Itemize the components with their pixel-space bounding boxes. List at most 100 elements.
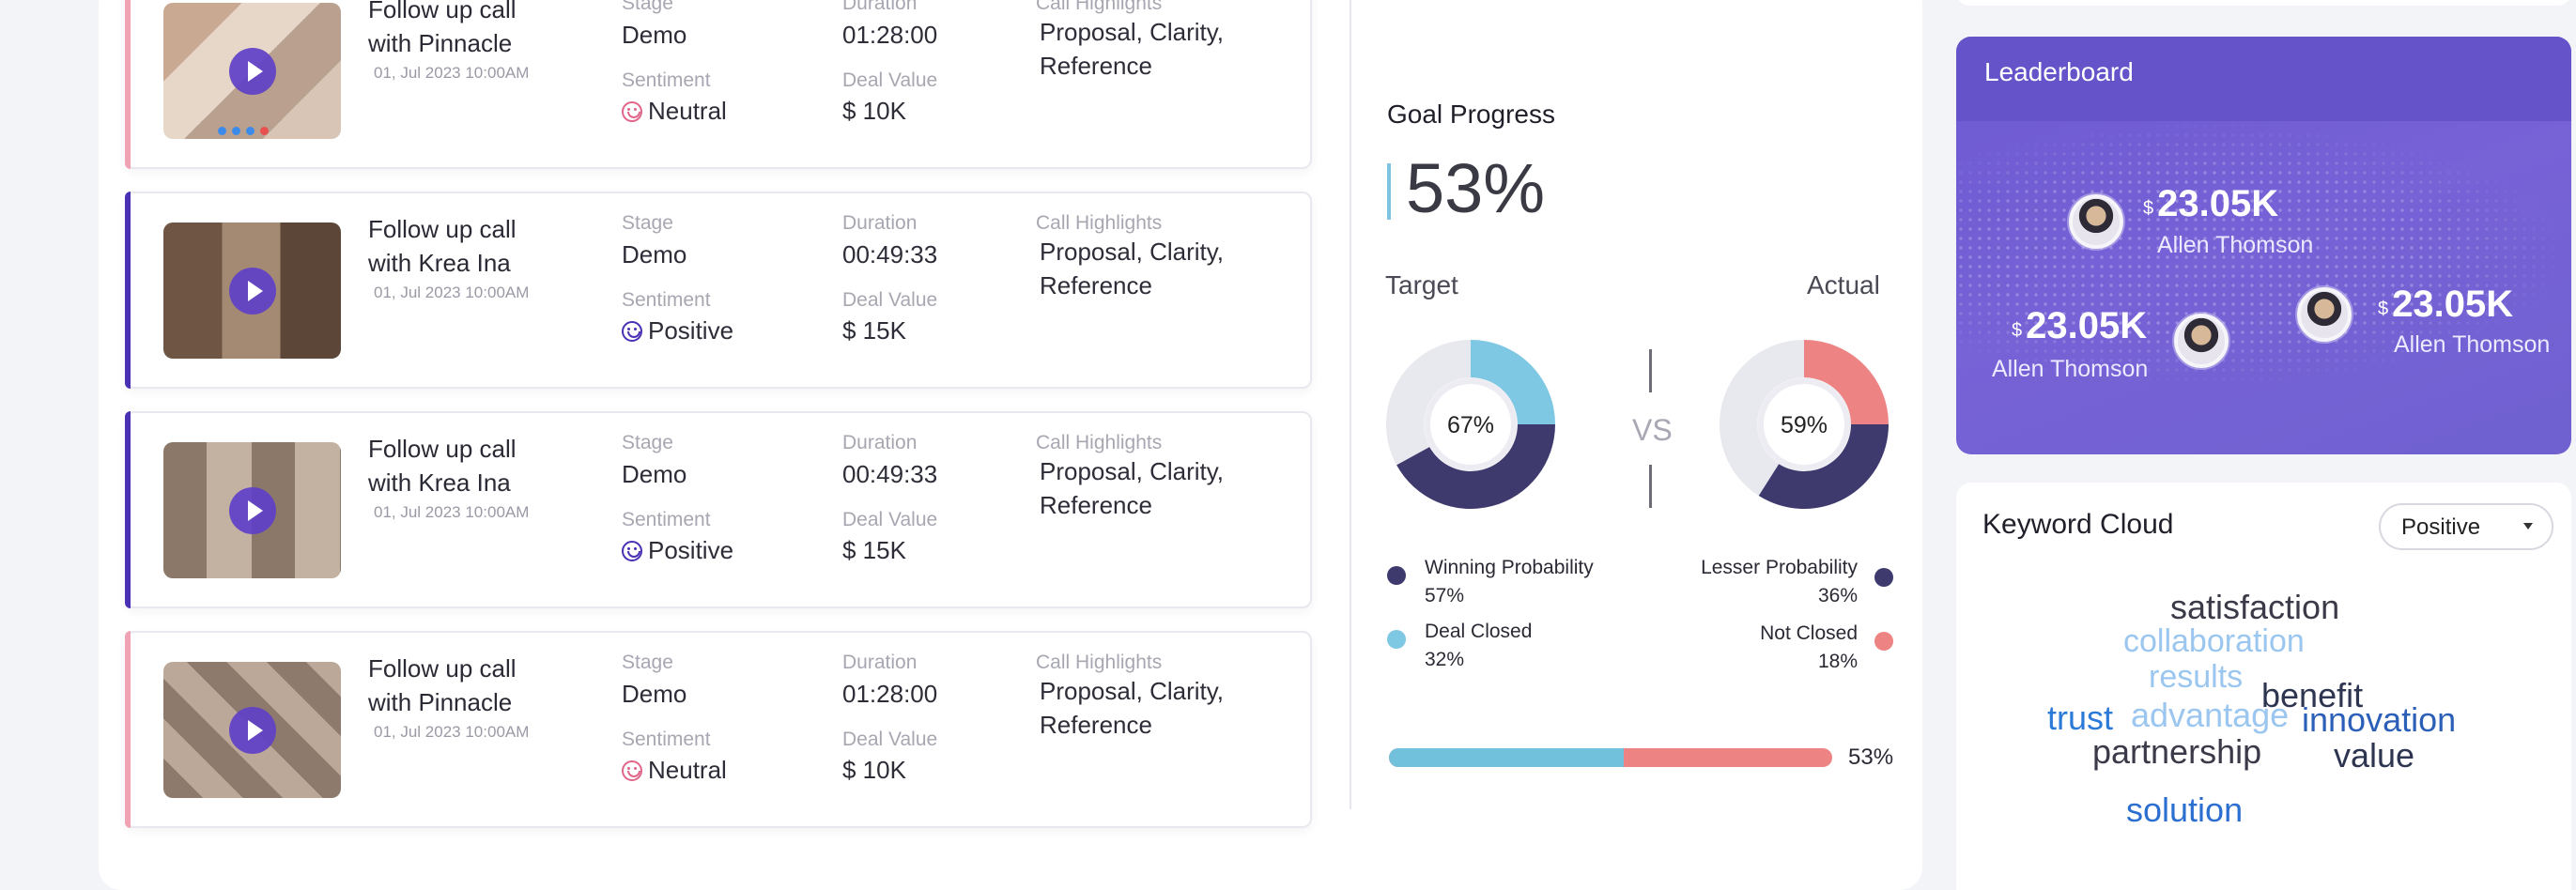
leader-name-3: Allen Thomson [2394,331,2551,358]
play-icon[interactable] [229,487,276,534]
call-date: 01, Jul 2023 10:00AM [374,503,530,521]
carousel-dots [218,127,269,135]
stage-value: Demo [622,240,687,269]
call-video-thumbnail[interactable] [163,442,341,578]
sentiment-value: Positive [622,316,733,345]
duration-value: 00:49:33 [842,460,938,488]
keyword-benefit[interactable]: benefit [2261,676,2364,714]
duration-label: Duration [842,0,918,14]
stage-value: Demo [622,21,687,49]
smiley-icon [622,760,642,781]
call-video-thumbnail[interactable] [163,662,341,798]
stage-label: Stage [622,0,673,14]
deal-value-label: Deal Value [842,509,938,530]
target-donut-winning-segment [1396,424,1555,509]
deal-value: $ 10K [842,756,906,784]
deal-value: $ 15K [842,316,906,345]
stage-value: Demo [622,460,687,488]
vs-divider-top [1649,349,1652,392]
keyword-collaboration[interactable]: collaboration [2123,623,2305,659]
call-card[interactable]: Follow up call with Krea Ina 01, Jul 2023… [125,192,1312,389]
goal-progress-bar-label: 53% [1848,744,1894,770]
duration-label: Duration [842,432,918,453]
stage-label: Stage [622,212,673,234]
deal-value: $ 15K [842,536,906,564]
call-highlights-value: Proposal, Clarity, Reference [1040,238,1225,299]
smiley-icon [622,541,642,561]
call-card-accent [125,192,131,389]
leader-avatar-2[interactable] [2174,314,2229,368]
sentiment-value: Positive [622,536,733,565]
deal-value: $ 10K [842,97,906,125]
leader-avatar-3[interactable] [2297,287,2352,342]
leader-name-1: Allen Thomson [2157,232,2314,258]
call-video-thumbnail[interactable] [163,222,341,359]
call-card-accent [125,631,131,828]
keyword-partnership[interactable]: partnership [2092,732,2262,771]
call-video-thumbnail[interactable] [163,3,341,139]
keyword-solution[interactable]: solution [2126,790,2244,829]
goal-progress-bar [1389,748,1832,767]
lesser-label: Lesser Probability [1701,557,1858,578]
call-highlights-value: Proposal, Clarity, Reference [1040,18,1225,80]
keyword-cloud-card: Keyword Cloud Positive satisfaction colla… [1956,483,2571,890]
call-title[interactable]: Follow up call with Krea Ina [368,435,517,497]
keyword-cloud-title: Keyword Cloud [1982,509,2174,540]
not-closed-legend-dot [1874,632,1893,651]
goal-progress-fill [1389,748,1625,767]
play-icon[interactable] [229,707,276,754]
keyword-innovation[interactable]: innovation [2302,700,2457,739]
call-title[interactable]: Follow up call with Pinnacle [368,0,517,57]
leaderboard-card: Leaderboard $23.05K Allen Thomson $23.05… [1956,37,2571,454]
call-title[interactable]: Follow up call with Krea Ina [368,215,517,277]
call-card[interactable]: Follow up call with Pinnacle 01, Jul 2023… [125,0,1312,169]
vs-divider-bottom [1649,465,1652,508]
deal-closed-legend: Deal Closed 32% [1425,618,1532,674]
target-donut-deal-segment [1471,340,1555,424]
goal-accent-line [1387,163,1391,220]
top-card-edge [1956,0,2571,6]
target-donut-chart: 67% [1386,340,1555,509]
duration-label: Duration [842,212,918,234]
leader-name-2: Allen Thomson [1992,356,2149,382]
leader-avatar-1[interactable] [2069,194,2123,249]
sentiment-filter-value: Positive [2401,514,2481,540]
panel-divider [1350,0,1351,809]
keyword-satisfaction[interactable]: satisfaction [2170,588,2340,626]
keyword-results[interactable]: results [2149,659,2244,695]
keyword-advantage[interactable]: advantage [2131,696,2290,734]
deal-closed-value: 32% [1425,649,1465,670]
stage-label: Stage [622,432,673,453]
goal-progress-percent: 53% [1406,149,1546,227]
actual-donut-notclosed-segment [1804,340,1889,424]
duration-value: 01:28:00 [842,21,938,49]
actual-donut-chart: 59% [1720,340,1889,509]
call-card[interactable]: Follow up call with Krea Ina 01, Jul 2023… [125,411,1312,608]
deal-value-label: Deal Value [842,289,938,311]
winning-value: 57% [1425,585,1465,606]
play-icon[interactable] [229,268,276,315]
call-title[interactable]: Follow up call with Pinnacle [368,654,517,716]
leader-amount-1: $23.05K [2143,183,2279,224]
world-map-pattern [1956,121,2571,454]
lesser-value: 36% [1817,585,1858,606]
smiley-icon [622,101,642,122]
call-highlights-label: Call Highlights [1036,0,1163,14]
actual-label: Actual [1807,270,1880,299]
call-highlights-label: Call Highlights [1036,652,1163,673]
sentiment-label: Sentiment [622,729,711,750]
sentiment-filter-dropdown[interactable]: Positive [2379,503,2553,550]
call-date: 01, Jul 2023 10:00AM [374,723,530,741]
duration-value: 01:28:00 [842,680,938,708]
keyword-value[interactable]: value [2334,736,2415,775]
not-closed-label: Not Closed [1760,622,1858,644]
sentiment-label: Sentiment [622,509,711,530]
not-closed-value: 18% [1817,651,1858,672]
call-card[interactable]: Follow up call with Pinnacle 01, Jul 2023… [125,631,1312,828]
leader-amount-3: $23.05K [2378,284,2514,325]
keyword-trust[interactable]: trust [2047,698,2114,737]
smiley-icon [622,321,642,342]
chevron-down-icon [2523,523,2533,529]
play-icon[interactable] [229,48,276,95]
winning-legend-dot [1387,566,1406,585]
